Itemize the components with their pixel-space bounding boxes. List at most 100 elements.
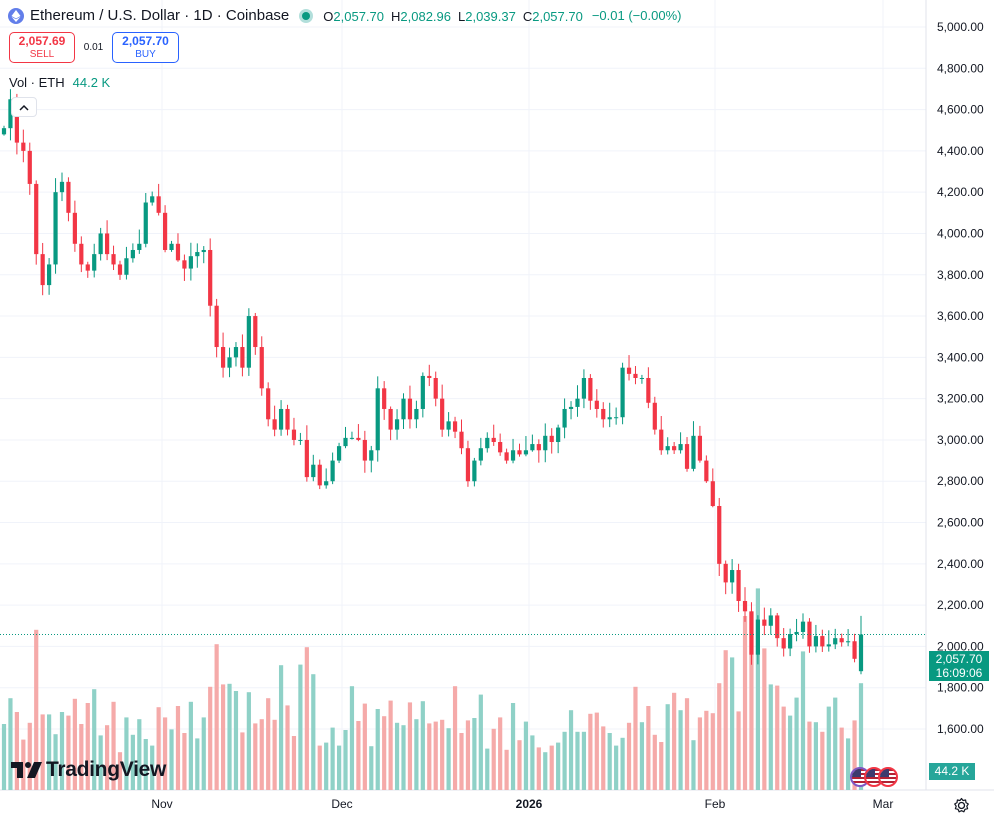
candle-body [220, 347, 226, 368]
volume-bar [543, 752, 548, 790]
volume-label[interactable]: Vol · ETH [9, 75, 65, 90]
candle-body [1, 128, 7, 135]
candle-body [839, 638, 844, 643]
volume-bar [684, 698, 690, 790]
us-flag-icon[interactable] [878, 767, 898, 787]
candle-body [233, 347, 239, 358]
y-tick-label: 3,600.00 [937, 309, 984, 323]
volume-bar [227, 683, 232, 790]
candle-body [440, 398, 445, 430]
volume-bar [736, 711, 741, 790]
candle-body [742, 600, 748, 612]
volume-bar [717, 683, 722, 790]
volume-bar [182, 733, 187, 790]
volume-bar [833, 697, 838, 790]
y-tick-label: 5,000.00 [937, 20, 984, 34]
economic-events[interactable] [850, 767, 898, 787]
ohlc-o: O2,057.70 [323, 9, 384, 24]
volume-bar [195, 738, 200, 790]
last-price-label: 2,057.70 16:09:06 [929, 651, 989, 681]
candle-body [523, 450, 529, 455]
volume-bar [762, 648, 767, 790]
grid [0, 0, 926, 790]
candle-body [246, 316, 251, 368]
volume-value: 44.2 K [72, 75, 111, 90]
volume-bar [220, 684, 226, 790]
candle-body [794, 631, 799, 635]
volume-bar [401, 725, 406, 790]
volume-bar [568, 710, 574, 790]
volume-bar [362, 703, 367, 790]
volume-bar [807, 721, 812, 790]
volume-bar [665, 704, 670, 790]
candle-body [253, 316, 258, 348]
collapse-legend-button[interactable] [11, 97, 37, 117]
volume-bar [530, 735, 535, 790]
candle-body [427, 375, 432, 378]
volume-bar [336, 745, 342, 790]
candle-body [601, 408, 606, 420]
candle-body [317, 464, 322, 486]
volume-bar [562, 731, 567, 790]
volume-bar [626, 722, 632, 790]
candle-body [85, 264, 90, 271]
volume-bar [678, 710, 683, 790]
volume-bar [240, 732, 245, 790]
volume-bar [659, 742, 664, 790]
y-tick-label: 1,800.00 [937, 681, 984, 695]
candle-body [775, 615, 780, 639]
buy-button[interactable]: 2,057.70 BUY [112, 32, 179, 63]
volume-bar [27, 722, 32, 790]
y-tick-label: 4,400.00 [937, 144, 984, 158]
volume-bar [79, 724, 84, 790]
volume-bar [407, 702, 413, 790]
volume-bar [839, 727, 844, 790]
ohlc-key: O [323, 8, 334, 24]
candle-body [169, 243, 174, 250]
candle-body [723, 563, 728, 583]
candles [1, 89, 864, 675]
volume-legend: Vol · ETH 44.2 K [9, 75, 110, 90]
volume-bar [8, 698, 13, 790]
candle-body [491, 437, 496, 443]
candle-body [717, 506, 722, 564]
candle-body [311, 464, 316, 478]
candle-body [362, 439, 367, 461]
candle-body [414, 408, 419, 420]
volume-bar [691, 740, 696, 790]
ohlc-value: 2,082.96 [400, 8, 451, 24]
candle-body [639, 378, 645, 379]
candle-body [291, 429, 297, 440]
volume-bar [581, 731, 587, 790]
tradingview-logo[interactable]: TradingView [11, 758, 166, 782]
candle-body [407, 398, 413, 420]
candle-body [626, 367, 632, 374]
sell-label: SELL [29, 49, 55, 60]
candle-body [530, 444, 535, 451]
volume-bar [259, 719, 264, 790]
sell-button[interactable]: 2,057.69 SELL [9, 32, 75, 63]
volume-bar [201, 717, 206, 790]
volume-bar [465, 720, 471, 790]
candle-body [40, 254, 45, 286]
volume-bar [704, 710, 709, 790]
volume-bar [253, 723, 258, 790]
y-tick-label: 4,800.00 [937, 61, 984, 75]
volume-bar [536, 747, 541, 790]
gear-icon[interactable] [953, 797, 970, 814]
candle-body [124, 258, 129, 275]
volume-bar [388, 700, 393, 790]
price-change: −0.01 (−0.00%) [591, 8, 682, 23]
volume-bar [104, 725, 110, 790]
candle-body [846, 641, 851, 643]
market-open-status-icon[interactable] [299, 8, 314, 23]
volume-bar [156, 707, 161, 790]
candle-body [21, 142, 26, 151]
volume-bar [343, 730, 348, 790]
candle-body [665, 446, 670, 451]
volume-bar [143, 739, 148, 790]
candle-body [788, 634, 793, 649]
symbol-title[interactable]: Ethereum / U.S. Dollar · 1D · Coinbase [30, 7, 290, 24]
candle-body [14, 99, 19, 143]
